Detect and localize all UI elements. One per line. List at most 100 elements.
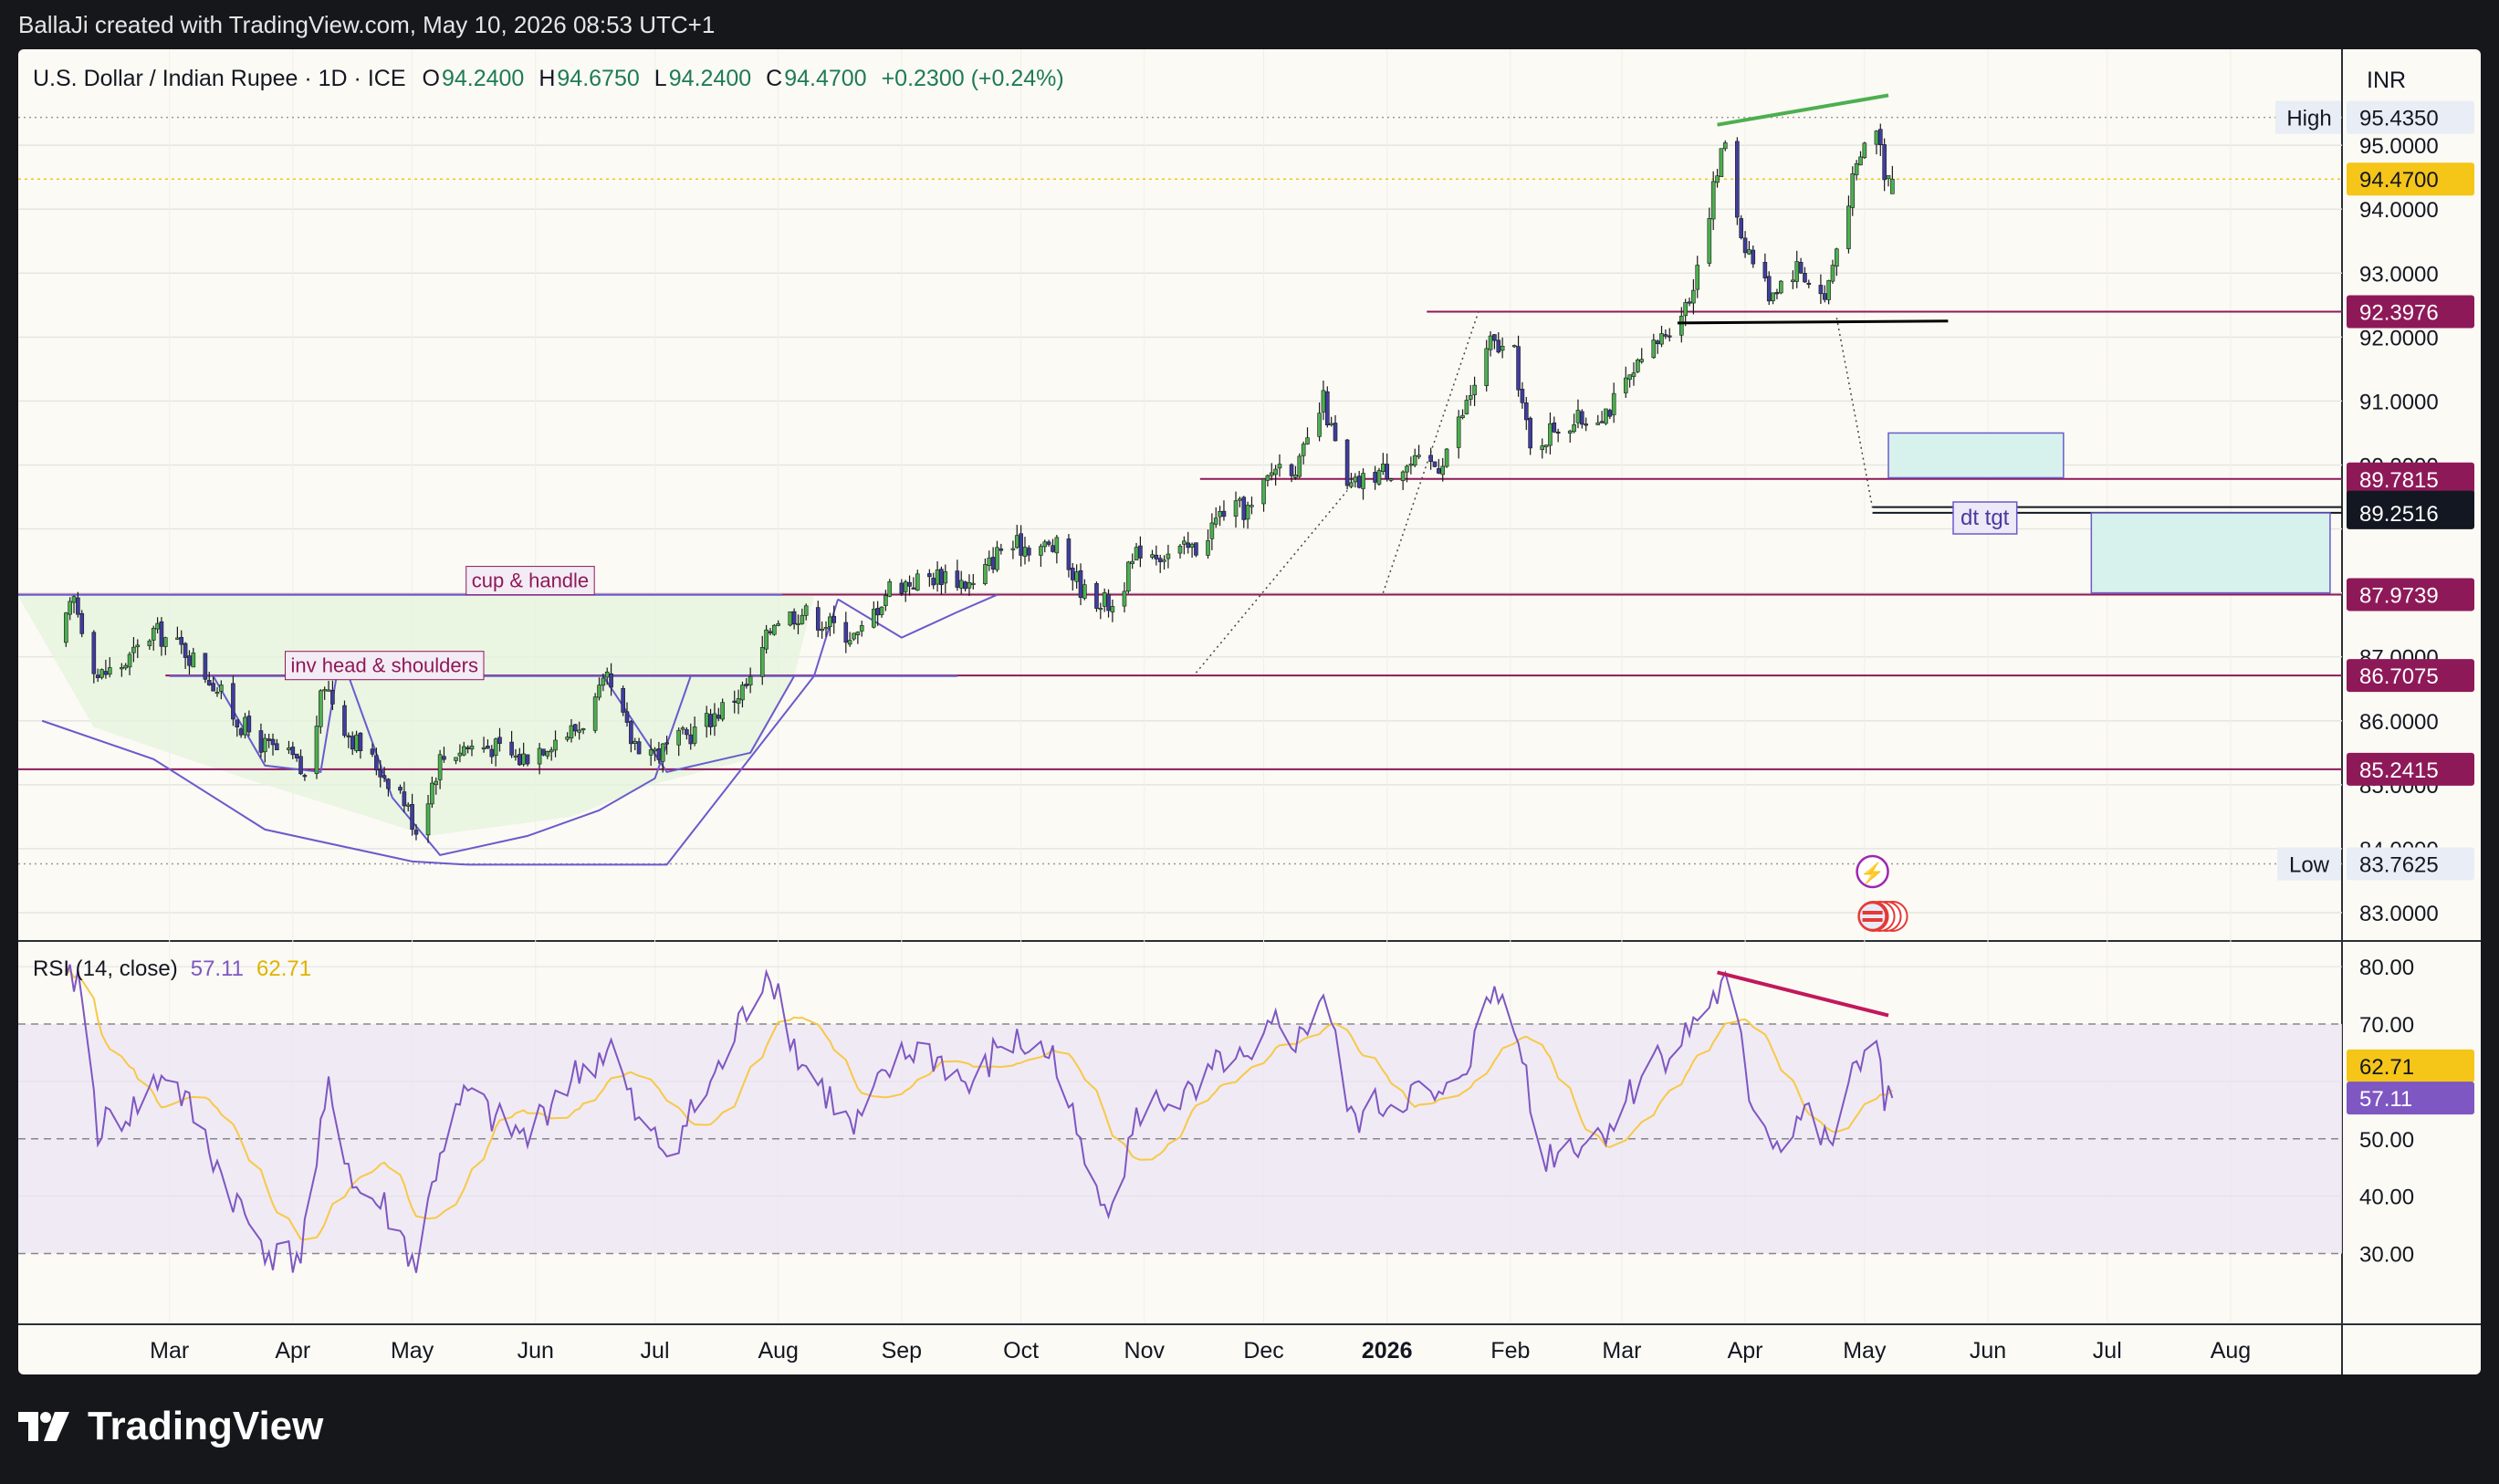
candle-body bbox=[633, 740, 638, 744]
candle-body bbox=[1233, 500, 1239, 517]
candle-body bbox=[1213, 517, 1218, 525]
candle-body bbox=[1803, 273, 1807, 283]
head-outline bbox=[347, 675, 692, 857]
candle-body bbox=[1329, 423, 1333, 425]
rsi-legend-title[interactable]: RSI (14, close) bbox=[33, 956, 178, 981]
candle-body bbox=[159, 621, 164, 647]
level-badge-bg bbox=[2347, 578, 2474, 611]
candle-body bbox=[493, 738, 498, 757]
candle-body bbox=[577, 729, 582, 733]
candle-body bbox=[1376, 470, 1382, 485]
candle-body bbox=[430, 782, 434, 805]
candle-body bbox=[648, 749, 654, 756]
ohlc-key: H bbox=[538, 66, 555, 91]
candle-body bbox=[1850, 173, 1856, 208]
ohlc-value: 94.6750 bbox=[557, 66, 639, 91]
candle-body bbox=[1182, 540, 1187, 545]
candle-body bbox=[1206, 539, 1210, 556]
candle-body bbox=[521, 753, 526, 765]
candle-body bbox=[402, 791, 407, 807]
candle-body bbox=[346, 735, 351, 737]
level-badge: 86.7075 bbox=[2359, 664, 2439, 689]
candle-body bbox=[1412, 455, 1417, 466]
candle-body bbox=[931, 578, 936, 586]
candle-body bbox=[1297, 455, 1302, 477]
level-badge-bg bbox=[2347, 496, 2474, 529]
ohlc-value: 94.2400 bbox=[442, 66, 524, 91]
candle-body bbox=[1408, 464, 1414, 466]
candle-body bbox=[788, 611, 793, 626]
candle-body bbox=[660, 743, 665, 762]
candle-body bbox=[1385, 464, 1389, 479]
candle-body bbox=[155, 622, 160, 630]
candle-body bbox=[1456, 416, 1461, 448]
candle-body bbox=[872, 609, 876, 628]
candle-body bbox=[1373, 472, 1377, 483]
candle-body bbox=[624, 711, 630, 723]
symbol-title[interactable]: U.S. Dollar / Indian Rupee · 1D · ICE bbox=[33, 66, 406, 91]
candle-body bbox=[592, 696, 598, 731]
candle-body bbox=[1584, 423, 1588, 426]
candle-body bbox=[621, 687, 625, 713]
candle-body bbox=[565, 737, 570, 740]
candle-body bbox=[1500, 345, 1505, 351]
candle-body bbox=[214, 692, 220, 695]
time-tick-label: Jul bbox=[641, 1338, 670, 1364]
high-label-bg bbox=[2275, 100, 2341, 134]
candle-body bbox=[127, 653, 132, 668]
candle-body bbox=[1082, 584, 1087, 599]
candle-body bbox=[609, 673, 613, 688]
candle-body bbox=[676, 729, 681, 746]
candle-body bbox=[1484, 348, 1489, 386]
high-badge: 95.4350 bbox=[2359, 107, 2439, 131]
candle-body bbox=[1766, 276, 1772, 302]
brand[interactable]: TradingView bbox=[18, 1404, 323, 1449]
candle-body bbox=[1835, 248, 1839, 267]
candle-body bbox=[413, 830, 419, 835]
candle-body bbox=[1321, 390, 1326, 413]
target-box-1 bbox=[1887, 432, 2065, 479]
candle-body bbox=[791, 611, 797, 625]
candle-body bbox=[1890, 178, 1895, 194]
rsi-badge-bg bbox=[2347, 1082, 2474, 1115]
candle-body bbox=[716, 715, 721, 719]
candle-body bbox=[1074, 571, 1079, 582]
candle-body bbox=[935, 570, 940, 585]
candle-body bbox=[720, 702, 725, 720]
candle-body bbox=[1599, 421, 1605, 423]
candle-body bbox=[1353, 476, 1358, 483]
candle-body bbox=[748, 676, 753, 685]
candle-body bbox=[454, 757, 458, 761]
us-flag-event-icon[interactable] bbox=[1857, 901, 1887, 932]
candle-body bbox=[911, 587, 916, 590]
candle-body bbox=[855, 632, 861, 635]
candle-body bbox=[1548, 423, 1553, 446]
rsi-ma-badge-bg bbox=[2347, 1049, 2474, 1082]
candle-body bbox=[1428, 455, 1433, 463]
candle-body bbox=[1528, 417, 1532, 449]
candle-body bbox=[1444, 448, 1449, 467]
candle-body bbox=[246, 716, 252, 733]
time-tick-label: Mar bbox=[1602, 1338, 1641, 1364]
candle-body bbox=[1405, 465, 1409, 473]
candle-body bbox=[298, 756, 303, 775]
candle-body bbox=[903, 581, 908, 592]
high-label: High bbox=[2286, 107, 2331, 131]
candle-body bbox=[995, 547, 999, 570]
cup-fill bbox=[18, 596, 814, 836]
candle-body bbox=[103, 671, 109, 675]
candle-body bbox=[704, 713, 709, 727]
candle-body bbox=[815, 607, 821, 631]
candle-body bbox=[287, 747, 291, 750]
rsi-legend-value: 57.11 bbox=[191, 956, 244, 981]
candle-body bbox=[1687, 301, 1692, 304]
lightning-event-icon[interactable] bbox=[1856, 854, 1889, 889]
candle-body bbox=[1523, 402, 1529, 421]
candle-body bbox=[823, 627, 829, 630]
flag-stripe-icon bbox=[1862, 918, 1883, 922]
candle-body bbox=[131, 646, 136, 653]
rsi-tick-label: 50.00 bbox=[2359, 1128, 2414, 1153]
candle-body bbox=[1177, 545, 1183, 554]
